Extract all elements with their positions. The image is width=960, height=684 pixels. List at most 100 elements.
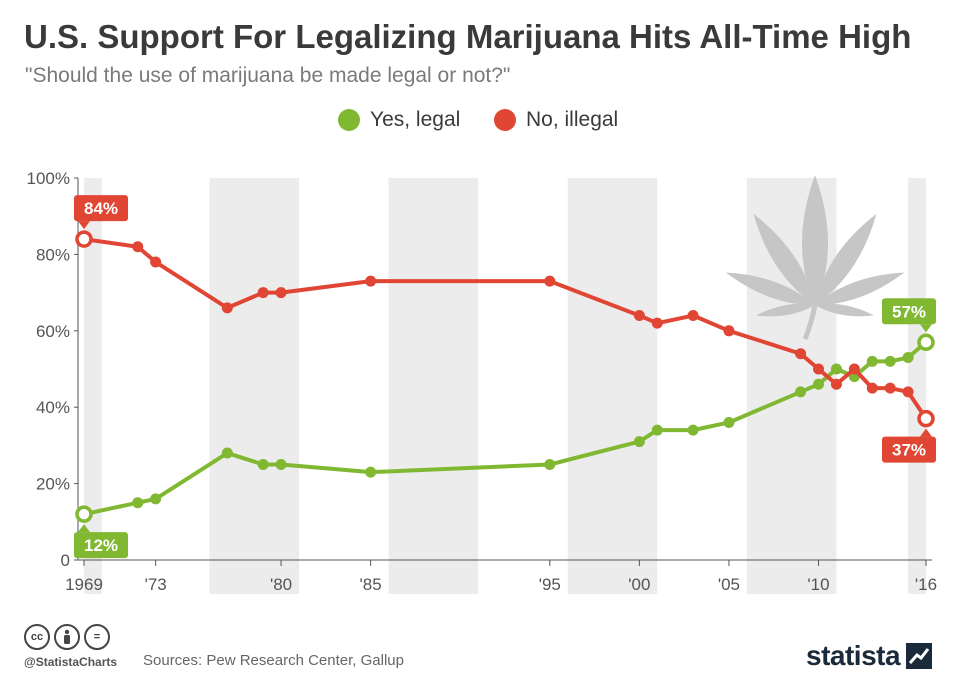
callout-no-0: 84% (74, 195, 128, 230)
leaflet-shape-3 (725, 272, 815, 306)
leaflet-shape-5 (755, 303, 815, 317)
y-tick-label-2: 40% (36, 398, 70, 417)
shaded-band-3 (567, 178, 658, 594)
shaded-band-1 (209, 178, 299, 594)
point-yes-5 (275, 459, 287, 470)
legend-swatch-no (494, 109, 516, 131)
series-lines (75, 230, 935, 523)
point-yes-14 (830, 363, 842, 375)
callout-no-1: 37% (882, 428, 936, 463)
point-no-9 (651, 317, 663, 329)
callout-pointer (920, 428, 932, 437)
statista-logo[interactable]: statista (806, 640, 933, 672)
point-no-14 (830, 378, 842, 390)
point-no-7 (544, 275, 556, 287)
point-no-8 (633, 310, 645, 322)
x-tick-label-1: '73 (145, 575, 167, 594)
point-yes-12 (795, 386, 807, 398)
cannabis-leaf-icon (725, 175, 905, 340)
leaf-leaflet-1 (753, 213, 815, 305)
leaflet-shape-1 (753, 213, 815, 305)
point-no-19 (917, 409, 935, 428)
brand-wordmark: statista (806, 640, 901, 671)
callout-label: 37% (892, 441, 926, 460)
x-tick-label-4: '95 (539, 575, 561, 594)
legend-item-no: No, illegal (494, 108, 618, 132)
leaf-leaflet-0 (802, 175, 828, 305)
point-no-4 (257, 287, 269, 299)
leaf-stem (802, 304, 818, 340)
y-tick-label-4: 80% (36, 245, 70, 264)
legend-item-yes: Yes, legal (338, 108, 460, 132)
callout-label: 84% (84, 199, 118, 218)
point-yes-10 (687, 424, 699, 436)
point-no-1 (132, 241, 144, 253)
callout-yes-1: 57% (882, 298, 936, 333)
leaflet-shape-2 (815, 213, 877, 305)
callout-pointer (78, 221, 90, 230)
y-tick-label-0: 0 (61, 551, 70, 570)
chart-title: U.S. Support For Legalizing Marijuana Hi… (24, 18, 912, 55)
point-yes-16 (866, 355, 878, 367)
point-no-17 (884, 382, 896, 394)
leaf-leaflet-4 (815, 272, 905, 306)
point-no-12 (795, 348, 807, 360)
leaflet-shape-6 (815, 303, 875, 317)
point-yes-2 (150, 493, 162, 505)
callouts: 12% 57% 84% 37% (74, 195, 936, 559)
point-no-2 (150, 256, 162, 268)
point-no-3 (221, 302, 233, 314)
x-tick-label-7: '10 (807, 575, 829, 594)
line-chart: 0 20% 40% 60% 80% 100% 1969 '73 '80 '85 '95 '00 '05 '… (27, 169, 937, 594)
shaded-bands (84, 178, 926, 594)
leaf-leaflet-5 (755, 303, 815, 317)
chart-subtitle: "Should the use of marijuana be made leg… (25, 64, 511, 87)
point-no-0 (75, 230, 93, 248)
point-no-15 (848, 363, 860, 375)
license-icons: cc = (24, 624, 110, 650)
point-yes-11 (723, 416, 735, 428)
leaf-leaflet-3 (725, 272, 815, 306)
point-yes-7 (544, 459, 556, 470)
callout-box (74, 532, 128, 559)
shaded-band-0 (84, 178, 102, 594)
point-no-18 (902, 386, 914, 398)
point-yes-4 (257, 459, 269, 470)
x-tick-label-3: '85 (360, 575, 382, 594)
y-tick-label-3: 60% (36, 322, 70, 341)
y-tick-label-5: 100% (27, 169, 70, 188)
point-no-10 (687, 310, 699, 322)
callout-yes-0: 12% (74, 524, 128, 559)
attribution-icon (54, 624, 80, 650)
point-no-11 (723, 325, 735, 337)
x-tick-label-2: '80 (270, 575, 292, 594)
x-tick-label-6: '05 (718, 575, 740, 594)
callout-box (882, 436, 936, 463)
twitter-handle: @StatistaCharts (24, 655, 118, 669)
point-yes-18 (902, 352, 914, 364)
callout-label: 57% (892, 302, 926, 321)
y-tick-label-1: 20% (36, 475, 70, 494)
leaf-leaflet-6 (815, 303, 875, 317)
callout-box (882, 298, 936, 325)
legend-label-yes: Yes, legal (370, 108, 461, 131)
point-yes-6 (365, 466, 377, 478)
x-tick-label-0: 1969 (65, 575, 103, 594)
callout-box (74, 195, 128, 222)
point-yes-0 (75, 505, 93, 523)
point-no-6 (365, 275, 377, 287)
cc-icon: cc (24, 624, 50, 650)
callout-pointer (920, 324, 932, 333)
point-no-16 (866, 382, 878, 394)
x-tick-label-8: '16 (915, 575, 937, 594)
leaf-leaflet-2 (815, 213, 877, 305)
callout-pointer (78, 524, 90, 533)
point-yes-1 (132, 497, 144, 509)
point-yes-9 (651, 424, 663, 436)
point-no-5 (275, 287, 287, 299)
statista-mark-icon (906, 643, 933, 669)
legend-label-no: No, illegal (526, 108, 619, 131)
point-yes-8 (633, 436, 645, 448)
callout-label: 12% (84, 536, 118, 555)
point-yes-3 (221, 447, 233, 459)
